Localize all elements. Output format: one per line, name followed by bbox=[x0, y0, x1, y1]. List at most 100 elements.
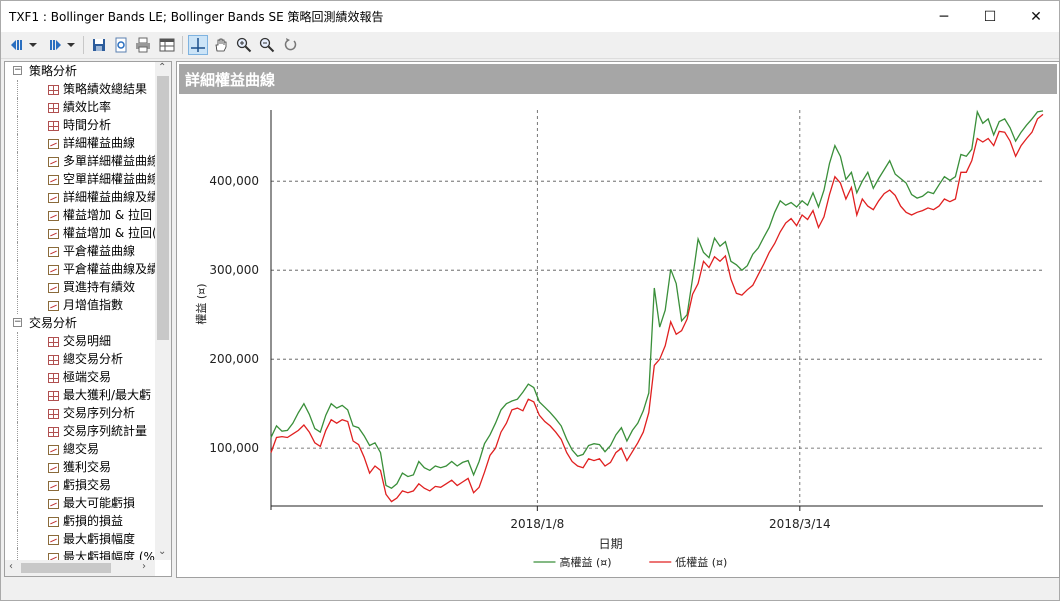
tree-guide-line bbox=[17, 296, 18, 314]
tree-group-label: 策略分析 bbox=[29, 64, 78, 78]
tree-guide-line bbox=[17, 368, 18, 386]
tree-item[interactable]: 最大獲利/最大虧 bbox=[5, 386, 155, 404]
tree-item[interactable]: 詳細權益曲線 bbox=[5, 134, 155, 152]
tree-item-label: 交易明細 bbox=[63, 334, 112, 348]
y-tick-label: 400,000 bbox=[209, 174, 259, 188]
tree-item[interactable]: 交易序列統計量 bbox=[5, 422, 155, 440]
chart-panel-title: 詳細權益曲線 bbox=[185, 71, 276, 89]
tree-guide-line bbox=[17, 422, 18, 440]
collapse-icon[interactable]: − bbox=[13, 317, 22, 327]
tree-item[interactable]: 詳細權益曲線及績 bbox=[5, 188, 155, 206]
tree-item[interactable]: 虧損交易 bbox=[5, 476, 155, 494]
tree-item[interactable]: 最大虧損幅度 bbox=[5, 530, 155, 548]
zoom-in-button[interactable] bbox=[234, 35, 254, 55]
tree-item[interactable]: 策略績效總結果 bbox=[5, 80, 155, 98]
tree-horizontal-scrollbar[interactable]: ‹ › bbox=[5, 560, 155, 576]
table-view-button[interactable] bbox=[157, 35, 177, 55]
tree-item[interactable]: 總交易分析 bbox=[5, 350, 155, 368]
chart-report-icon bbox=[48, 516, 59, 527]
forward-button[interactable] bbox=[45, 35, 65, 55]
tree-group[interactable]: − 交易分析 bbox=[5, 314, 77, 332]
tree-guide-line bbox=[17, 350, 18, 368]
back-button[interactable] bbox=[7, 35, 27, 55]
tree-guide-line bbox=[17, 494, 18, 512]
tree-item[interactable]: 多單詳細權益曲線 bbox=[5, 152, 155, 170]
equity-line-chart[interactable]: 100,000 200,000 300,000 400,000 2018/1/8 2018… bbox=[177, 96, 1059, 576]
tree-item[interactable]: 虧損的損益 bbox=[5, 512, 155, 530]
tree-item[interactable]: 總交易 bbox=[5, 440, 155, 458]
series-line-high-equity bbox=[270, 109, 1044, 489]
tree-guide-line bbox=[17, 188, 18, 206]
tree-item-label: 策略績效總結果 bbox=[63, 82, 148, 96]
legend-label: 高權益 (¤) bbox=[559, 555, 611, 569]
print-preview-icon bbox=[115, 37, 127, 53]
tree-vertical-scrollbar[interactable]: ⌃ ⌄ bbox=[155, 62, 171, 560]
print-preview-button[interactable] bbox=[111, 35, 131, 55]
chart-report-icon bbox=[48, 156, 59, 167]
horizontal-scroll-thumb[interactable] bbox=[21, 563, 111, 573]
reset-zoom-icon bbox=[284, 38, 297, 51]
tree-item[interactable]: 時間分析 bbox=[5, 116, 155, 134]
tree-item[interactable]: 平倉權益曲線 bbox=[5, 242, 155, 260]
tree-item[interactable]: 績效比率 bbox=[5, 98, 155, 116]
back-dropdown[interactable] bbox=[27, 35, 39, 55]
tree-item[interactable]: 買進持有績效 bbox=[5, 278, 155, 296]
tree-item-label: 虧損的損益 bbox=[63, 514, 124, 528]
series-line-low-equity bbox=[270, 113, 1044, 503]
tree-item[interactable]: 交易序列分析 bbox=[5, 404, 155, 422]
crosshair-icon bbox=[191, 38, 205, 52]
tree-guide-line bbox=[17, 224, 18, 242]
tree-item[interactable]: 交易明細 bbox=[5, 332, 155, 350]
tree-item-label: 交易序列統計量 bbox=[63, 424, 148, 438]
tree-guide-line bbox=[17, 530, 18, 548]
chart-report-icon bbox=[48, 480, 59, 491]
maximize-button[interactable]: ☐ bbox=[967, 1, 1013, 32]
table-icon bbox=[159, 38, 175, 52]
tree-item[interactable]: 極端交易 bbox=[5, 368, 155, 386]
chart-report-icon bbox=[48, 210, 59, 221]
close-icon: ✕ bbox=[1030, 8, 1042, 25]
tree-item[interactable]: 權益增加 & 拉回( bbox=[5, 224, 155, 242]
zoom-out-button[interactable] bbox=[257, 35, 277, 55]
print-button[interactable] bbox=[133, 35, 153, 55]
tree-guide-line bbox=[17, 134, 18, 152]
tree-guide-line bbox=[17, 386, 18, 404]
zoom-in-icon bbox=[236, 37, 252, 53]
tree-group[interactable]: − 策略分析 bbox=[5, 62, 77, 80]
tree-item[interactable]: 平倉權益曲線及績 bbox=[5, 260, 155, 278]
collapse-icon[interactable]: − bbox=[13, 65, 22, 75]
tree-item[interactable]: 獲利交易 bbox=[5, 458, 155, 476]
scroll-right-icon[interactable]: › bbox=[142, 561, 146, 572]
report-tree[interactable]: − 策略分析 策略績效總結果 績效比率 時間分析 詳細權益曲線 多單詳細權益曲線 空單詳細權益… bbox=[4, 61, 172, 577]
tree-guide-line bbox=[17, 548, 18, 566]
crosshair-button[interactable] bbox=[188, 35, 208, 55]
save-button[interactable] bbox=[89, 35, 109, 55]
tree-item[interactable]: 月增值指數 bbox=[5, 296, 155, 314]
scroll-left-icon[interactable]: ‹ bbox=[9, 561, 13, 572]
tree-item[interactable]: 空單詳細權益曲線 bbox=[5, 170, 155, 188]
tree-item-label: 詳細權益曲線 bbox=[63, 136, 136, 150]
scroll-up-icon[interactable]: ⌃ bbox=[158, 62, 167, 73]
vertical-scroll-thumb[interactable] bbox=[157, 76, 169, 340]
pan-button[interactable] bbox=[211, 35, 231, 55]
chart-report-icon bbox=[48, 192, 59, 203]
close-button[interactable]: ✕ bbox=[1013, 1, 1059, 32]
tree-item-label: 月增值指數 bbox=[63, 298, 124, 312]
maximize-icon: ☐ bbox=[983, 8, 997, 25]
dropdown-icon bbox=[29, 43, 37, 47]
chart-report-icon bbox=[48, 174, 59, 185]
tree-guide-line bbox=[17, 242, 18, 260]
tree-item-label: 總交易分析 bbox=[63, 352, 124, 366]
minimize-button[interactable]: ─ bbox=[921, 1, 967, 32]
tree-item[interactable]: 最大可能虧損 bbox=[5, 494, 155, 512]
tree-guide-line bbox=[17, 260, 18, 278]
scroll-down-icon[interactable]: ⌄ bbox=[158, 546, 167, 557]
chart-report-icon bbox=[48, 246, 59, 257]
table-report-icon bbox=[48, 408, 59, 419]
tree-item-label: 多單詳細權益曲線 bbox=[63, 154, 155, 168]
forward-dropdown[interactable] bbox=[65, 35, 77, 55]
tree-item-label: 買進持有績效 bbox=[63, 280, 136, 294]
tree-item[interactable]: 權益增加 & 拉回 bbox=[5, 206, 155, 224]
reset-zoom-button[interactable] bbox=[280, 35, 300, 55]
